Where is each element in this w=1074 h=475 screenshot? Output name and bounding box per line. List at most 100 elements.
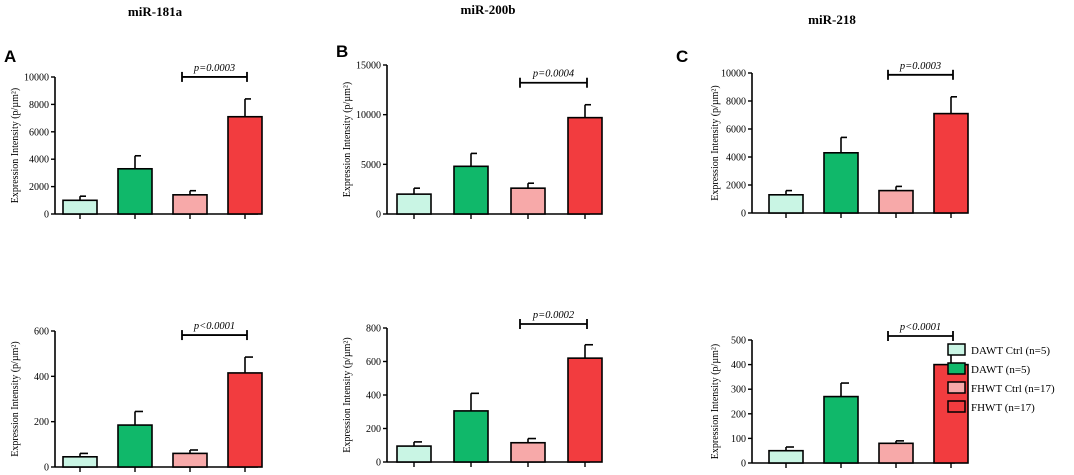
chart-a-bottom: 0 200 400 600 Expression Intensity (p/µm²) p<…: [10, 321, 263, 474]
column-title-mir-181a: miR-181a: [128, 4, 183, 19]
y-axis-label: Expression Intensity (p/µm²): [710, 344, 721, 459]
bar-fhwt-ctrl: [172, 452, 208, 468]
legend-label: FHWT Ctrl (n=17): [971, 383, 1055, 395]
bar-dawt: [117, 424, 153, 468]
bar-dawt-ctrl: [396, 445, 432, 463]
legend-label: DAWT (n=5): [971, 364, 1031, 376]
y-tick-label: 400: [366, 391, 381, 402]
significance-bracket: p=0.0004: [519, 69, 588, 88]
legend-swatch: [947, 400, 966, 413]
chart-b-bottom: 0 200 400 600 800 Expression Intensity (p/µm²…: [342, 310, 603, 469]
significance-bracket: p=0.0003: [887, 61, 954, 80]
legend-label: DAWT Ctrl (n=5): [971, 345, 1050, 357]
y-tick-label: 100: [731, 434, 746, 445]
y-axis-label: Expression Intensity (p/µm²): [710, 85, 721, 200]
y-axis-label: Expression Intensity (p/µm²): [10, 88, 21, 203]
bar-dawt: [823, 152, 859, 214]
legend: DAWT Ctrl (n=5) DAWT (n=5) FHWT Ctrl (n=17…: [947, 343, 1055, 414]
y-tick-label: 6000: [726, 125, 746, 136]
bar-fhwt-ctrl: [878, 442, 914, 464]
y-tick-label: 600: [34, 327, 49, 338]
legend-swatch: [947, 381, 966, 394]
bar-fhwt-ctrl: [510, 441, 546, 463]
panel-letter-b: B: [336, 42, 348, 61]
legend-swatch: [947, 343, 966, 356]
bar-fhwt: [567, 116, 603, 215]
significance-bracket: p<0.0001: [887, 322, 954, 341]
p-value-label: p<0.0001: [899, 322, 941, 333]
bar-dawt: [453, 410, 489, 463]
y-axis-label: Expression Intensity (p/µm²): [342, 82, 353, 197]
bar-dawt-ctrl: [62, 199, 98, 215]
bar-fhwt: [933, 112, 969, 214]
legend-item: DAWT (n=5): [947, 362, 1031, 376]
bar-fhwt: [227, 115, 263, 215]
bar-dawt-ctrl: [62, 455, 98, 468]
y-tick-label: 300: [731, 385, 746, 396]
y-tick-label: 6000: [29, 127, 49, 138]
y-tick-label: 500: [731, 336, 746, 347]
bar-dawt: [117, 167, 153, 215]
bar-dawt-ctrl: [396, 193, 432, 215]
bar-dawt-ctrl: [768, 449, 804, 464]
y-axis-label: Expression Intensity (p/µm²): [342, 337, 353, 452]
y-tick-label: 10000: [24, 73, 49, 84]
p-value-label: p=0.0003: [193, 63, 235, 74]
chart-c-bottom: 0 100 200 300 400 500 Expression Intensity (p/…: [710, 322, 969, 470]
significance-bracket: p=0.0002: [519, 310, 588, 329]
y-tick-label: 0: [376, 458, 381, 469]
bar-dawt: [823, 395, 859, 464]
p-value-label: p=0.0003: [899, 61, 941, 72]
p-value-label: p=0.0004: [532, 69, 575, 80]
y-tick-label: 10000: [356, 110, 381, 121]
y-tick-label: 400: [34, 372, 49, 383]
p-value-label: p<0.0001: [193, 321, 235, 332]
significance-bracket: p=0.0003: [181, 63, 248, 82]
column-title-mir-218: miR-218: [808, 12, 856, 27]
y-tick-label: 0: [44, 463, 49, 474]
legend-item: DAWT Ctrl (n=5): [947, 343, 1050, 357]
y-tick-label: 8000: [726, 97, 746, 108]
legend-swatch: [947, 362, 966, 375]
y-tick-label: 200: [34, 417, 49, 428]
y-tick-label: 0: [741, 459, 746, 470]
panel-letter-a: A: [4, 47, 16, 66]
y-tick-label: 10000: [721, 69, 746, 80]
significance-bracket: p<0.0001: [181, 321, 248, 341]
panel-letter-c: C: [676, 47, 688, 66]
legend-item: FHWT (n=17): [947, 400, 1035, 414]
y-tick-label: 600: [366, 357, 381, 368]
y-tick-label: 200: [731, 409, 746, 420]
bar-fhwt: [933, 363, 969, 464]
y-tick-label: 8000: [29, 100, 49, 111]
y-tick-label: 0: [376, 210, 381, 221]
y-tick-label: 800: [366, 324, 381, 335]
bar-fhwt-ctrl: [510, 187, 546, 215]
y-tick-label: 200: [366, 424, 381, 435]
y-tick-label: 4000: [29, 155, 49, 166]
legend-label: FHWT (n=17): [971, 402, 1035, 414]
p-value-label: p=0.0002: [532, 310, 575, 321]
bar-dawt-ctrl: [768, 194, 804, 214]
bar-fhwt: [567, 357, 603, 463]
y-tick-label: 5000: [361, 160, 381, 171]
y-tick-label: 400: [731, 360, 746, 371]
legend-item: FHWT Ctrl (n=17): [947, 381, 1055, 395]
y-tick-label: 0: [44, 210, 49, 221]
bar-fhwt-ctrl: [878, 189, 914, 214]
y-tick-label: 2000: [726, 181, 746, 192]
bar-fhwt: [227, 372, 263, 468]
y-tick-label: 2000: [29, 182, 49, 193]
column-title-mir-200b: miR-200b: [461, 2, 516, 17]
bar-dawt: [453, 165, 489, 215]
bar-fhwt-ctrl: [172, 194, 208, 215]
y-tick-label: 0: [741, 209, 746, 220]
y-axis-label: Expression Intensity (p/µm²): [10, 341, 21, 456]
y-tick-label: 4000: [726, 153, 746, 164]
y-tick-label: 15000: [356, 61, 381, 72]
